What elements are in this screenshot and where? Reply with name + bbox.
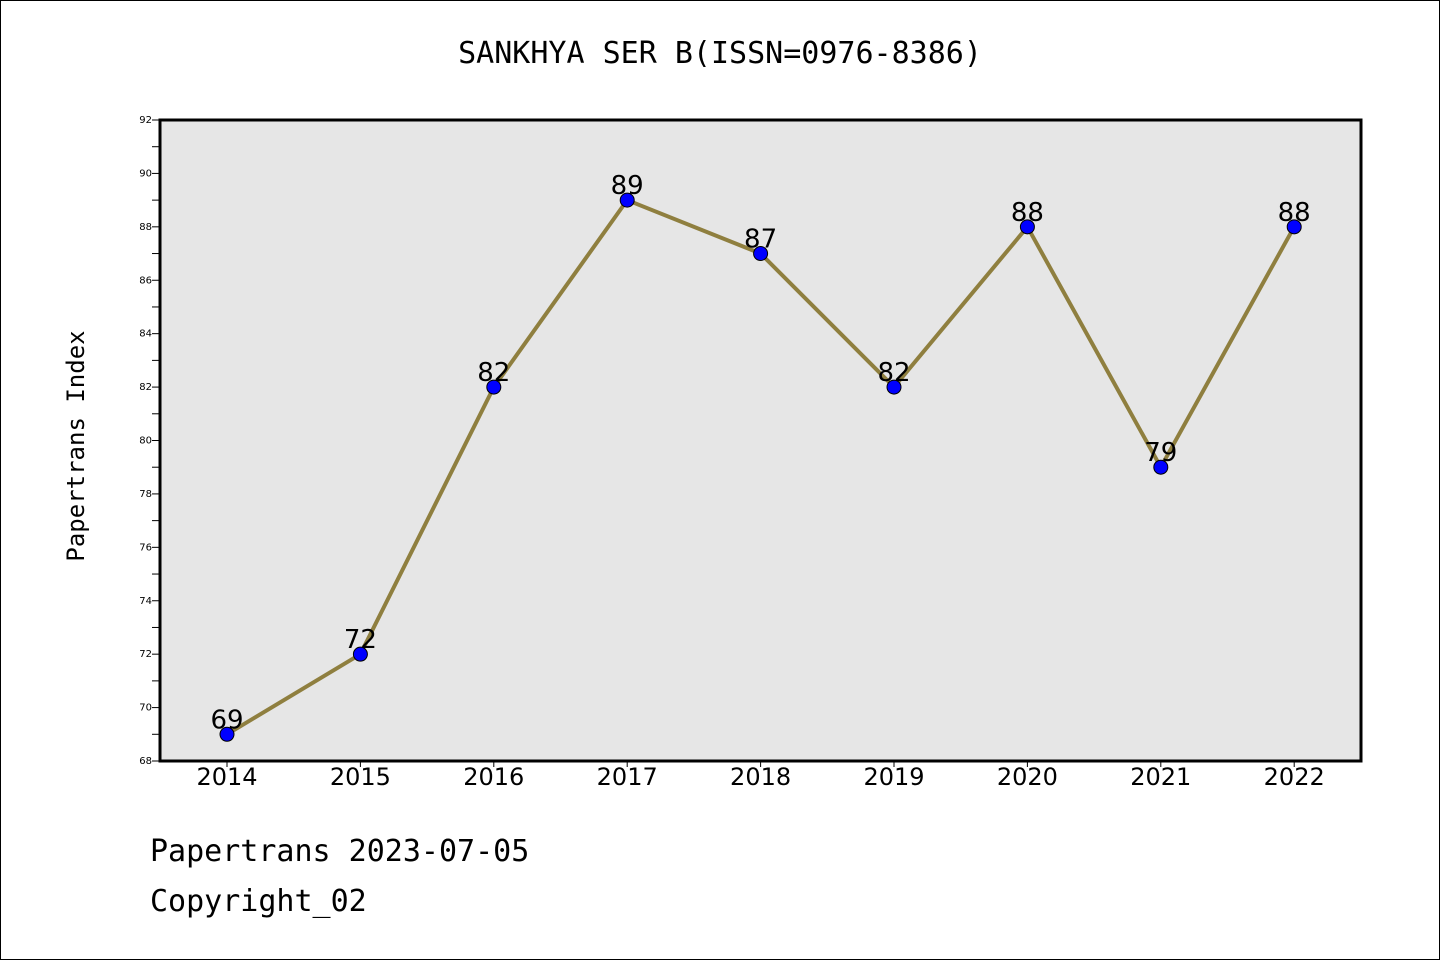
y-tick-label-90: 90	[139, 168, 152, 179]
data-point-2015	[352, 646, 368, 662]
y-tick-label-78: 78	[139, 489, 152, 500]
data-label-2020: 88	[1011, 198, 1044, 228]
data-labels-group: 69 72 82 89 87 82 88 79 88	[210, 171, 1310, 735]
data-point-2020	[1019, 219, 1035, 235]
y-tick-label-68: 68	[139, 756, 152, 767]
data-label-2017: 89	[611, 171, 644, 201]
y-tick-label-80: 80	[139, 436, 152, 447]
footer-copyright: Copyright_02	[150, 884, 367, 919]
x-tick-label-2022: 2022	[1264, 763, 1325, 791]
y-tick-label-84: 84	[139, 329, 152, 340]
data-point-2019	[886, 379, 902, 395]
footer-date: Papertrans 2023-07-05	[150, 834, 530, 869]
series-group	[219, 192, 1302, 742]
y-tick-label-74: 74	[139, 596, 152, 607]
data-label-2021: 79	[1144, 438, 1177, 468]
y-axis-ticks: 68 70 72 74 76 78 80 82 84 86 88 90 92	[139, 115, 160, 767]
data-point-2017	[619, 192, 635, 208]
y-tick-label-86: 86	[139, 275, 152, 286]
data-label-2015: 72	[344, 625, 377, 655]
data-point-2014	[219, 726, 235, 742]
x-tick-label-2018: 2018	[730, 763, 791, 791]
y-tick-label-70: 70	[139, 703, 152, 714]
data-point-2016	[486, 379, 502, 395]
y-axis-label: Papertrans Index	[62, 330, 90, 561]
data-label-2018: 87	[744, 225, 777, 255]
y-tick-label-82: 82	[139, 382, 152, 393]
x-tick-label-2014: 2014	[196, 763, 257, 791]
y-tick-label-92: 92	[139, 115, 152, 126]
y-tick-label-76: 76	[139, 542, 152, 553]
chart-title: SANKHYA SER B(ISSN=0976-8386)	[458, 36, 982, 71]
y-tick-label-88: 88	[139, 222, 152, 233]
plot-border	[158, 118, 1363, 763]
x-axis-ticks: 2014 2015 2016 2017 2018 2019 2020 2021 2022	[196, 761, 1325, 791]
x-tick-label-2015: 2015	[330, 763, 391, 791]
data-point-2018	[753, 246, 769, 262]
data-label-2016: 82	[477, 358, 510, 388]
x-tick-label-2017: 2017	[597, 763, 658, 791]
data-point-2021	[1153, 459, 1169, 475]
data-label-2014: 69	[210, 705, 243, 735]
x-tick-label-2019: 2019	[863, 763, 924, 791]
data-label-2022: 88	[1278, 198, 1311, 228]
x-tick-label-2020: 2020	[997, 763, 1058, 791]
x-tick-label-2016: 2016	[463, 763, 524, 791]
y-tick-label-72: 72	[139, 649, 152, 660]
data-point-2022	[1286, 219, 1302, 235]
x-tick-label-2021: 2021	[1130, 763, 1191, 791]
data-label-2019: 82	[877, 358, 910, 388]
